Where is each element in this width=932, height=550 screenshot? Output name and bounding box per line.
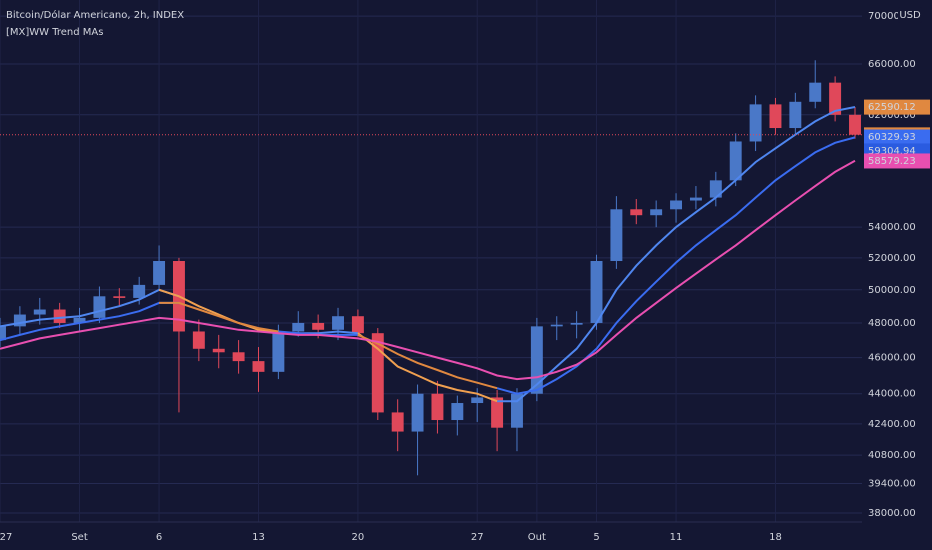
candle-body xyxy=(192,331,205,349)
price-label: 62590.12 xyxy=(868,102,916,113)
y-tick-label: 50000.00 xyxy=(868,285,916,296)
candle-body xyxy=(471,397,484,404)
candle-body xyxy=(292,322,305,332)
price-axis xyxy=(862,0,932,550)
candle-body xyxy=(689,197,702,201)
candle-body xyxy=(252,361,265,372)
y-tick-label: 62000.00 xyxy=(868,110,916,121)
candle-body xyxy=(849,114,861,135)
y-tick-label: 38000.00 xyxy=(868,508,916,519)
candle-body xyxy=(272,331,285,372)
candle-body xyxy=(789,101,802,129)
candle-body xyxy=(33,309,46,315)
candle-body xyxy=(829,82,842,115)
candle-body xyxy=(391,412,404,432)
candle-body xyxy=(371,333,384,413)
x-tick-label: 13 xyxy=(252,532,265,543)
x-tick-label: 5 xyxy=(593,532,599,543)
candle-body xyxy=(729,141,742,181)
x-tick-label: 27 xyxy=(471,532,484,543)
candle-body xyxy=(570,322,583,325)
y-tick-label: 44000.00 xyxy=(868,389,916,400)
candle-body xyxy=(332,316,344,330)
x-tick-label: 18 xyxy=(769,532,782,543)
candle-body xyxy=(769,104,782,129)
candle-body xyxy=(0,326,6,341)
candle-body xyxy=(630,209,643,216)
y-tick-label: 46000.00 xyxy=(868,353,916,364)
candle-body xyxy=(232,352,245,362)
candle-body xyxy=(511,393,523,428)
y-tick-label: 42400.00 xyxy=(868,419,916,430)
y-tick-label: 66000.00 xyxy=(868,59,916,70)
candle-body xyxy=(73,317,86,323)
candle-body xyxy=(590,260,603,323)
x-tick-label: 6 xyxy=(156,532,162,543)
chart-title: Bitcoin/Dólar Americano, 2h, INDEX xyxy=(6,9,184,21)
x-tick-label: 11 xyxy=(670,532,683,543)
candle-body xyxy=(749,104,762,142)
candle-body xyxy=(530,326,543,394)
y-tick-label: 52000.00 xyxy=(868,253,916,264)
ma-line xyxy=(159,301,498,390)
candle-body xyxy=(670,200,683,210)
candle-body xyxy=(312,322,325,330)
price-label: 60329.93 xyxy=(868,132,916,143)
y-tick-label: 54000.00 xyxy=(868,222,916,233)
x-tick-label: Set xyxy=(71,532,88,543)
price-label-box xyxy=(864,99,930,115)
candle-body xyxy=(650,209,663,216)
currency-box[interactable] xyxy=(898,7,922,23)
candle-body xyxy=(451,403,464,421)
indicator-name: [MX]WW Trend MAs xyxy=(6,27,103,38)
candle-body xyxy=(431,393,444,421)
y-tick-label: 48000.00 xyxy=(868,318,916,329)
x-tick-label: Out xyxy=(528,532,546,543)
candle-body xyxy=(113,296,126,298)
price-label: 58579.23 xyxy=(868,156,916,167)
candle-body xyxy=(133,284,146,298)
price-label: 59304.94 xyxy=(868,146,916,157)
candle-body xyxy=(610,209,623,261)
candle-body xyxy=(53,309,66,323)
candle-body xyxy=(550,324,563,327)
price-label-box xyxy=(864,129,930,145)
x-tick-label: 20 xyxy=(352,532,365,543)
y-tick-label: 40800.00 xyxy=(868,450,916,461)
ma-line xyxy=(158,288,498,403)
candle-body xyxy=(13,314,26,327)
currency[interactable]: USD xyxy=(899,10,921,21)
candle-body xyxy=(93,296,106,318)
x-tick-label: 27 xyxy=(0,532,12,543)
candle-body xyxy=(212,348,225,353)
ma-line xyxy=(0,159,856,381)
candle-body xyxy=(709,180,722,198)
candle-body xyxy=(411,393,424,432)
candle-body xyxy=(491,397,504,428)
candle-body xyxy=(351,316,364,334)
price-label-box xyxy=(864,153,930,169)
candle-body xyxy=(153,260,166,285)
y-tick-label: 39400.00 xyxy=(868,479,916,490)
candle-body xyxy=(809,82,822,102)
y-tick-label: 70000.00 xyxy=(868,11,916,22)
